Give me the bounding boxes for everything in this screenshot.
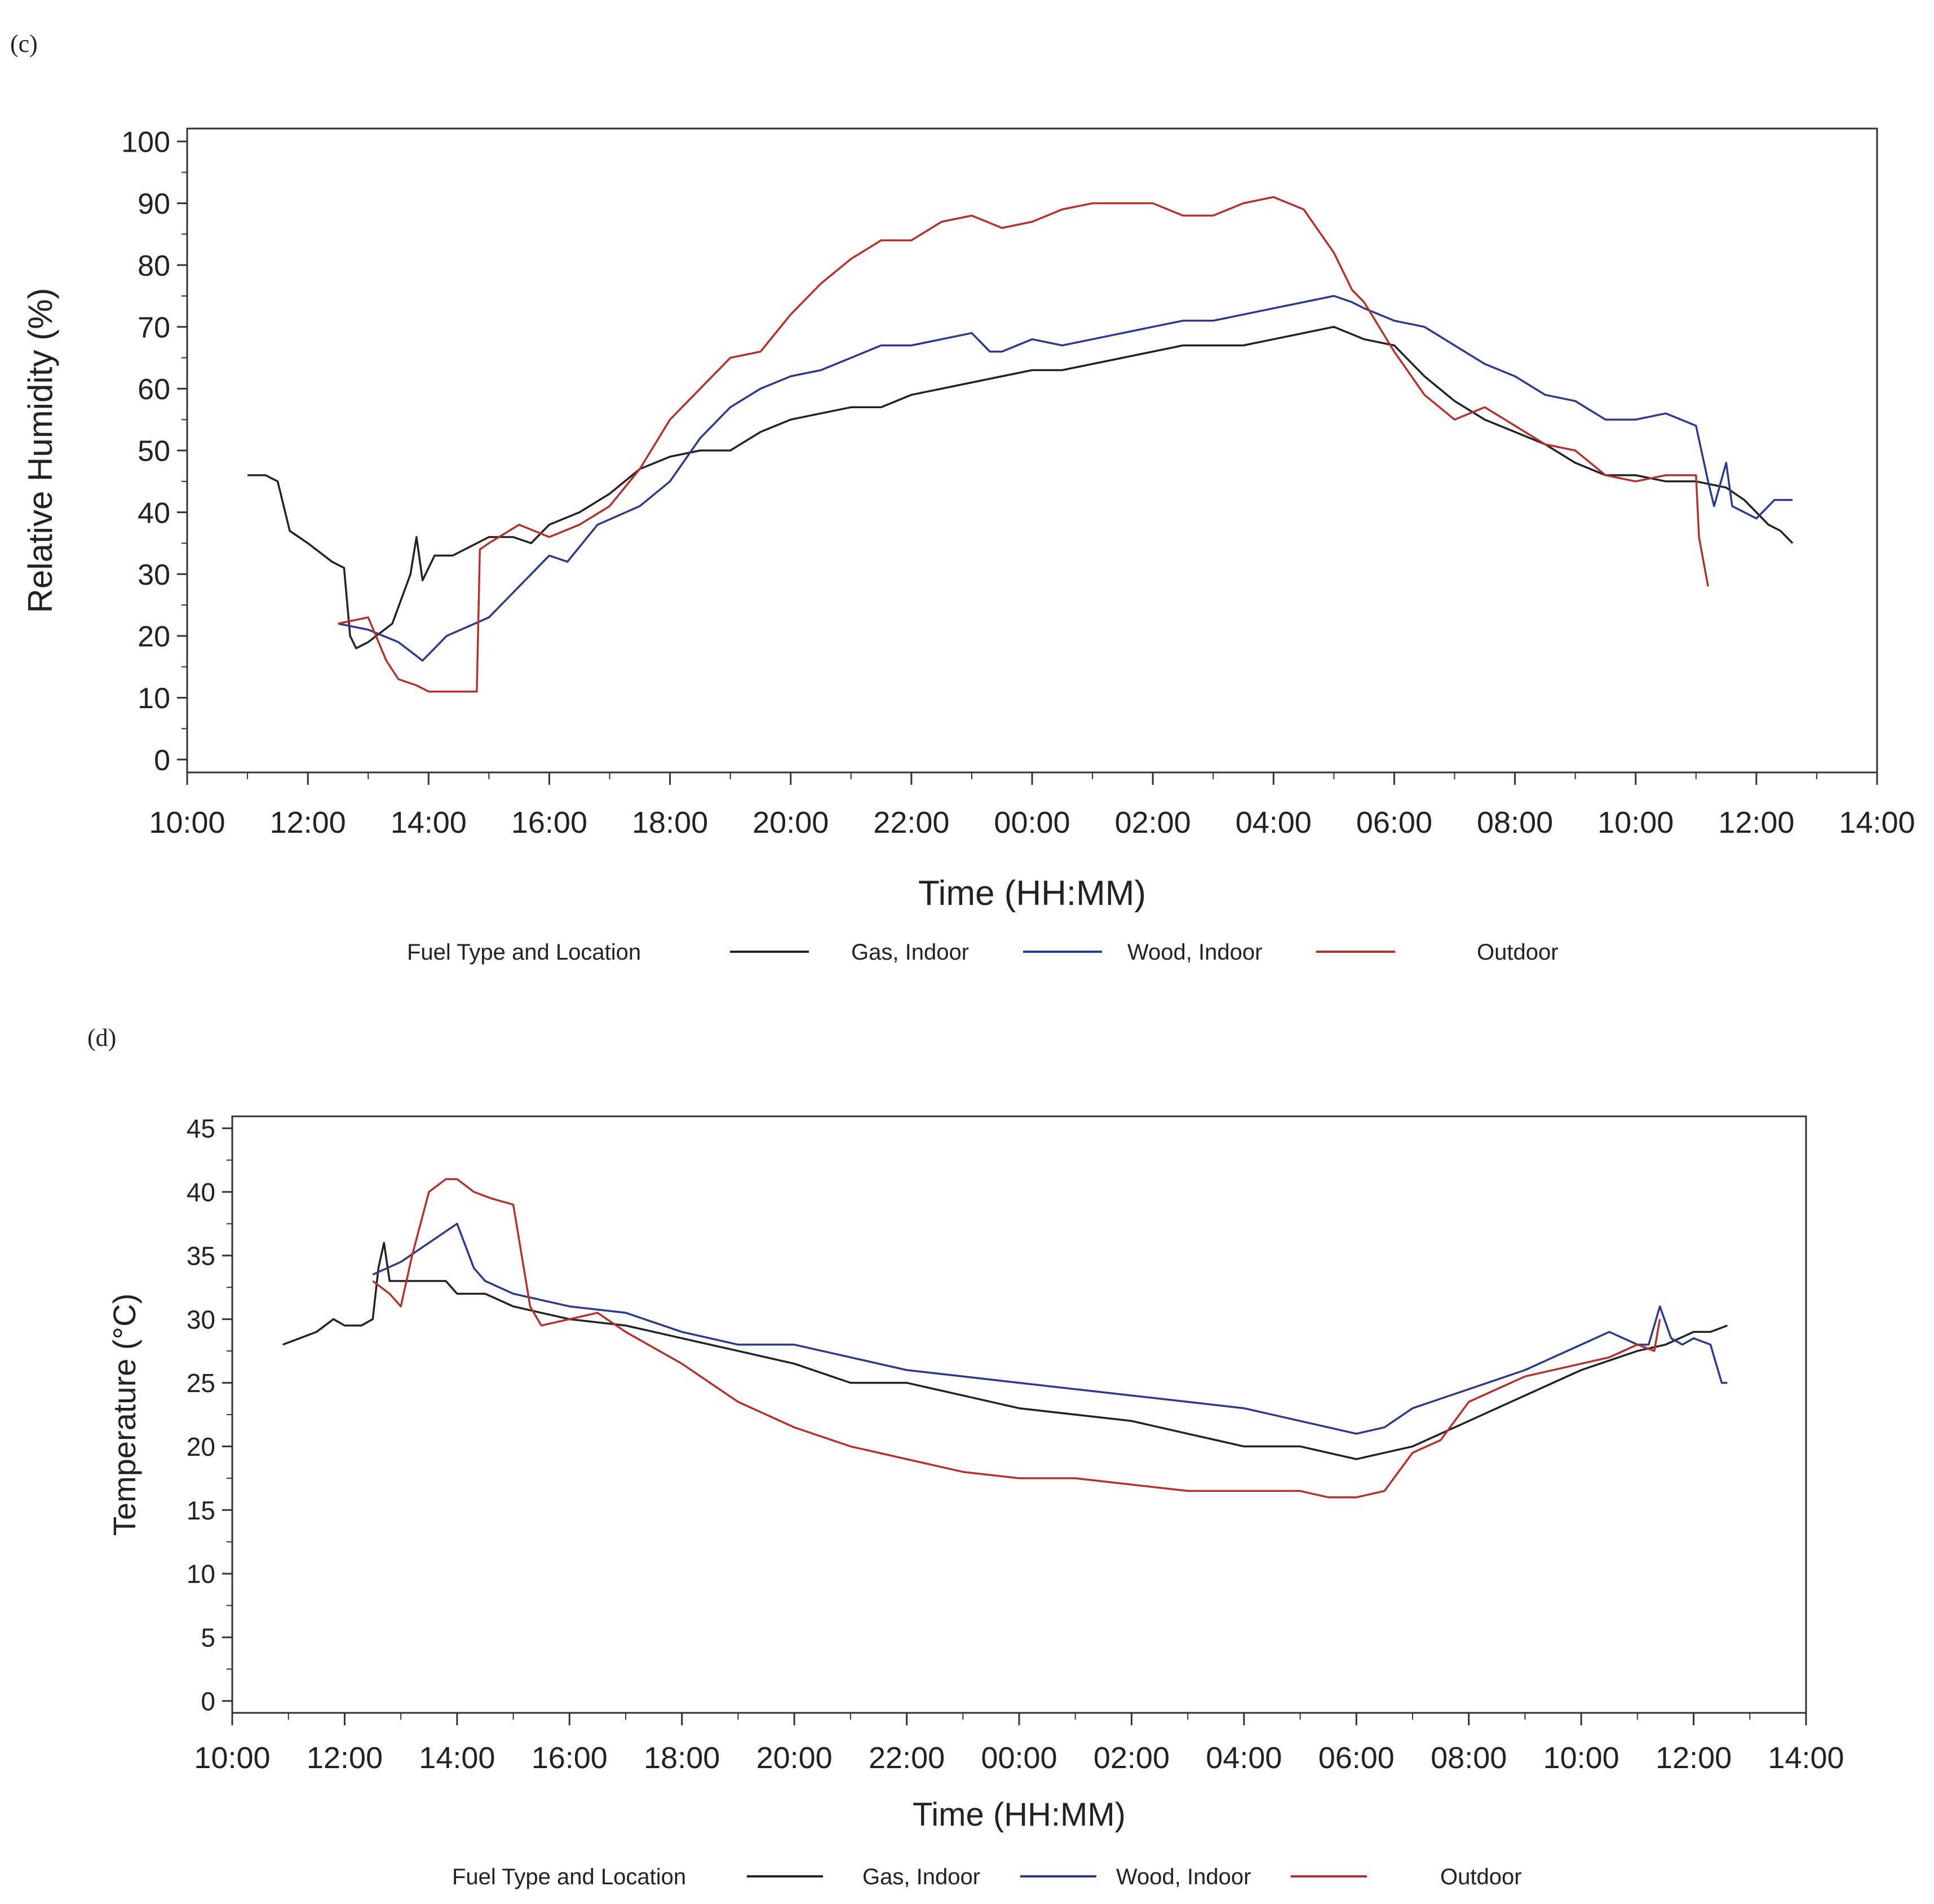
legend-title: Fuel Type and Location [452,1865,686,1889]
x-tick-label: 08:00 [1477,806,1553,840]
x-tick-label: 14:00 [391,806,467,840]
legend-label: Wood, Indoor [1127,940,1262,965]
x-tick-label: 00:00 [994,806,1070,840]
x-tick-label: 10:00 [194,1741,270,1775]
x-tick-label: 22:00 [873,806,949,840]
x-tick-label: 10:00 [149,806,225,840]
y-tick-label: 35 [187,1241,215,1270]
y-tick-label: 80 [138,250,170,282]
series-line-outdoor [372,1178,1661,1499]
temperature-chart: (d) 0 5 10 15 20 25 30 35 40 45 10:00 12:00 14:00 16:0… [87,1024,1844,1889]
y-tick-label: 10 [187,1560,215,1589]
y-tick-label: 30 [138,559,170,591]
x-tick-label: 16:00 [511,806,587,840]
x-tick-label: 02:00 [1094,1741,1170,1775]
y-tick-label: 40 [187,1178,215,1207]
y-tick-label: 5 [201,1623,215,1653]
series-line-outdoor [338,196,1709,693]
legend-label: Gas, Indoor [862,1865,980,1889]
y-tick-label: 60 [138,373,170,406]
x-tick-label: 14:00 [1768,1741,1844,1775]
x-tick-label: 12:00 [307,1741,383,1775]
x-tick-label: 14:00 [419,1741,495,1775]
y-tick-label: 20 [138,621,170,653]
y-tick-label: 25 [187,1368,215,1398]
x-tick-label: 18:00 [632,806,708,840]
legend-label: Outdoor [1440,1865,1522,1889]
x-tick-label: 22:00 [869,1741,945,1775]
x-tick-label: 04:00 [1236,806,1312,840]
y-tick-label: 50 [138,435,170,468]
plot-frame [186,127,1878,774]
x-tick-label: 02:00 [1115,806,1191,840]
x-tick-label: 14:00 [1839,806,1915,840]
y-tick-label: 30 [187,1305,215,1334]
legend-label: Wood, Indoor [1116,1865,1251,1889]
series-line-gas-indoor [282,1242,1728,1460]
panel-label: (c) [10,30,38,58]
plot-frame [231,1115,1807,1714]
x-tick-label: 16:00 [532,1741,608,1775]
y-tick-label: 100 [121,126,170,159]
x-tick-label: 06:00 [1356,806,1432,840]
x-tick-label: 10:00 [1543,1741,1619,1775]
legend-title: Fuel Type and Location [407,940,641,965]
x-tick-label: 06:00 [1318,1741,1395,1775]
x-tick-label: 20:00 [753,806,829,840]
x-tick-label: 08:00 [1431,1741,1507,1775]
legend-label: Gas, Indoor [851,940,969,965]
series-line-wood-indoor [372,1222,1728,1435]
y-tick-label: 40 [138,497,170,529]
x-tick-label: 18:00 [644,1741,720,1775]
y-tick-label: 10 [138,682,170,715]
y-tick-label: 15 [187,1496,215,1525]
series-line-gas-indoor [247,325,1794,650]
series-line-wood-indoor [338,295,1793,662]
x-tick-label: 10:00 [1597,806,1674,840]
x-axis-label: Time (HH:MM) [913,1796,1126,1833]
x-tick-label: 12:00 [1656,1741,1732,1775]
x-tick-label: 00:00 [981,1741,1057,1775]
panel-label: (d) [87,1024,116,1052]
humidity-chart: (c) 0 10 20 30 40 50 60 70 80 90 100 10:00 12:00 14:00… [10,30,1915,965]
y-tick-label: 90 [138,188,170,220]
y-tick-label: 45 [187,1114,215,1143]
x-tick-label: 20:00 [756,1741,833,1775]
y-axis-label: Temperature (°C) [107,1293,142,1536]
x-tick-label: 12:00 [1718,806,1794,840]
y-tick-label: 0 [154,744,170,777]
y-tick-label: 20 [187,1432,215,1461]
y-tick-label: 70 [138,311,170,344]
y-axis-label: Relative Humidity (%) [21,288,59,613]
y-tick-label: 0 [201,1686,215,1716]
x-tick-label: 04:00 [1206,1741,1282,1775]
x-tick-label: 12:00 [270,806,346,840]
legend-label: Outdoor [1477,940,1559,965]
x-axis-label: Time (HH:MM) [918,874,1146,913]
